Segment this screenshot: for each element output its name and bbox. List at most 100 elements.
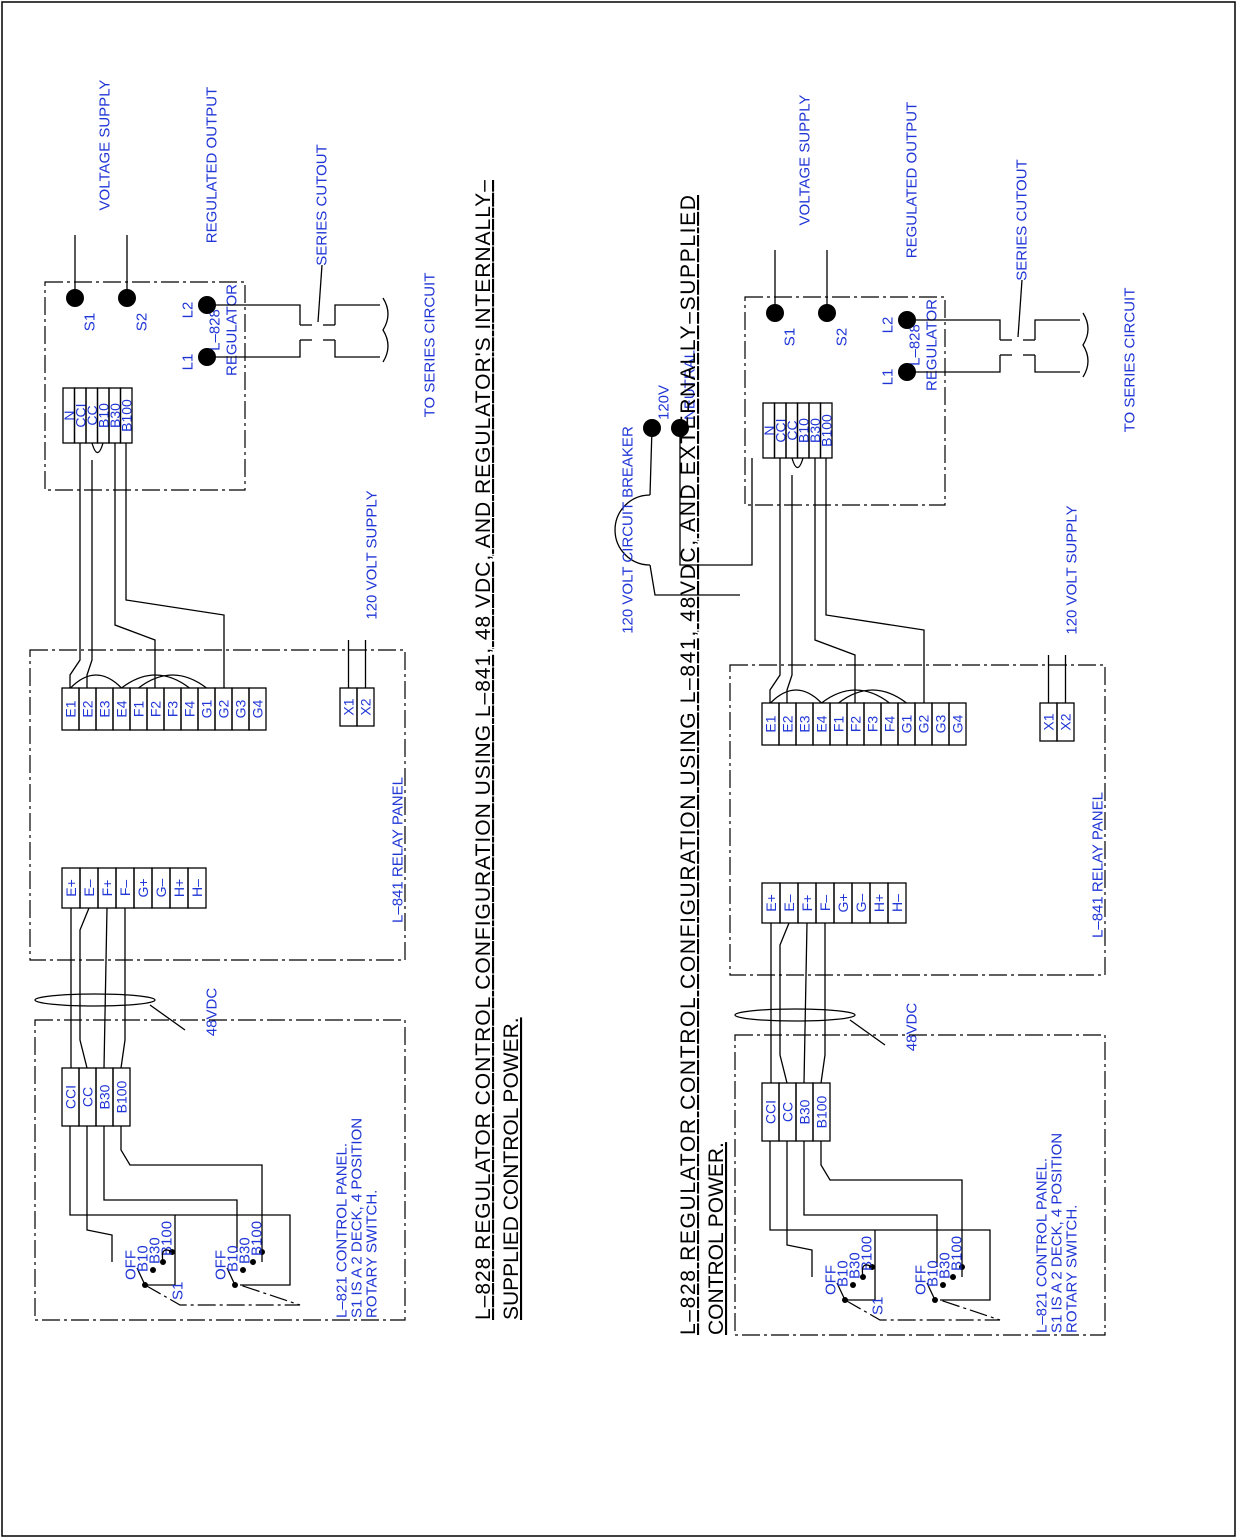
jumper	[821, 689, 890, 704]
switch-position-label: B30	[847, 1252, 864, 1279]
l1-label: L1	[180, 354, 197, 371]
series-cutout-label: SERIES CUTOUT	[1014, 159, 1031, 280]
control-terminal-label: B30	[97, 1084, 113, 1109]
brace	[382, 297, 389, 363]
supply-label: 120 VOLT SUPPLY	[1064, 505, 1081, 634]
wire	[845, 1230, 876, 1301]
voltage-supply-label: VOLTAGE SUPPLY	[797, 95, 814, 226]
wire	[679, 428, 753, 566]
switch-position-label: B10	[835, 1260, 852, 1287]
leader	[149, 1004, 186, 1031]
relay-terminal-label: G2	[216, 699, 232, 718]
switch-contact	[250, 1259, 256, 1265]
relay-terminal-label: F4	[182, 701, 198, 718]
wire	[79, 907, 90, 1069]
relay-terminal-label: F4	[882, 716, 898, 733]
jumper	[121, 674, 190, 689]
relay-terminal-label: E1	[763, 715, 779, 732]
dc-terminal-label: H+	[871, 894, 887, 912]
wire	[1034, 319, 1080, 340]
switch-position-label: B100	[859, 1236, 876, 1271]
wire	[334, 340, 380, 358]
control-note: ROTARY SWITCH.	[1064, 1205, 1081, 1333]
wire	[334, 304, 380, 325]
leader	[1017, 279, 1023, 338]
jumper	[70, 674, 122, 689]
regulator-terminal-label: CC	[784, 420, 800, 440]
wire	[779, 922, 790, 1084]
relay-terminal-label: E4	[814, 715, 830, 732]
control-terminal-label: CCI	[63, 1085, 79, 1109]
dc-terminal-label: F–	[817, 895, 833, 912]
relay-panel-box	[29, 649, 406, 961]
relay-panel-label: L–841 RELAY PANEL	[390, 777, 407, 923]
switch-position-label: B10	[225, 1245, 242, 1272]
switch-position-label: B30	[937, 1252, 954, 1279]
switch-contact	[240, 1267, 246, 1273]
switch-position-label: B100	[949, 1236, 966, 1271]
wire	[814, 458, 856, 703]
switch-position-label: B100	[249, 1221, 266, 1256]
control-terminal-label: CCI	[763, 1100, 779, 1124]
regulator-terminal-label: B30	[107, 403, 123, 428]
breaker-label: 120 VOLT CIRCUIT BREAKER	[620, 426, 637, 634]
wire	[820, 923, 826, 1084]
s2-label: S2	[834, 328, 851, 346]
regulator-box	[44, 281, 246, 491]
switch-arm	[836, 1282, 846, 1301]
dc-terminal-label: G–	[153, 878, 169, 897]
control-terminal-label: B100	[114, 1080, 130, 1113]
wire	[769, 458, 781, 703]
wire	[103, 907, 108, 1069]
relay-terminal-label: F3	[865, 716, 881, 733]
l1-label: L1	[880, 369, 897, 386]
jumper	[861, 1264, 873, 1278]
series-cutout-label: SERIES CUTOUT	[314, 144, 331, 265]
regulator-label: L–828	[207, 309, 224, 351]
switch-name: S1	[870, 1297, 887, 1315]
wire	[69, 1126, 291, 1286]
wire	[145, 1215, 176, 1286]
to-series-circuit-label: TO SERIES CIRCUIT	[1122, 288, 1139, 433]
wire	[86, 460, 93, 688]
relay-terminal-label: G4	[950, 714, 966, 733]
regulator-terminal-label: B30	[807, 418, 823, 443]
jumper	[838, 689, 907, 704]
relay-terminal-label: G3	[933, 714, 949, 733]
relay-terminal-label: F1	[131, 701, 147, 718]
wire	[1034, 355, 1080, 373]
regulator-terminal-label: B100	[818, 414, 834, 447]
dc-terminal-label: E+	[63, 879, 79, 897]
cable-bundle	[34, 993, 156, 1007]
diagram-title: CONTROL POWER.	[705, 1142, 728, 1335]
wire	[649, 427, 653, 496]
diagram-title: SUPPLIED CONTROL POWER.	[500, 1017, 523, 1320]
relay-terminal-cell	[248, 687, 267, 731]
regulated-output-label: REGULATED OUTPUT	[204, 87, 221, 243]
supply-terminal-label: X1	[341, 698, 357, 715]
control-terminal-label: CC	[80, 1087, 96, 1107]
dc-terminal-label: G+	[135, 878, 151, 897]
wire	[786, 1141, 813, 1277]
regulator-label: REGULATOR	[224, 284, 241, 376]
jumper	[161, 1249, 173, 1263]
relay-terminal-label: E4	[114, 700, 130, 717]
wire	[786, 475, 793, 703]
jumper	[91, 442, 104, 454]
wire	[907, 319, 1001, 340]
wire	[120, 908, 126, 1069]
switch-contact	[150, 1267, 156, 1273]
wire	[649, 564, 740, 596]
leader	[317, 264, 323, 323]
regulator-box	[744, 296, 946, 506]
switch-position-label: B30	[237, 1237, 254, 1264]
s1-label: S1	[782, 328, 799, 346]
control-panel-box	[34, 1019, 406, 1321]
voltage-supply-label: VOLTAGE SUPPLY	[97, 80, 114, 211]
control-terminal-label: B100	[814, 1095, 830, 1128]
s2-label: S2	[134, 313, 151, 331]
supply-terminal-label: X2	[358, 698, 374, 715]
vdc-label: 48VDC	[204, 988, 221, 1037]
control-terminal-label: CC	[780, 1102, 796, 1122]
